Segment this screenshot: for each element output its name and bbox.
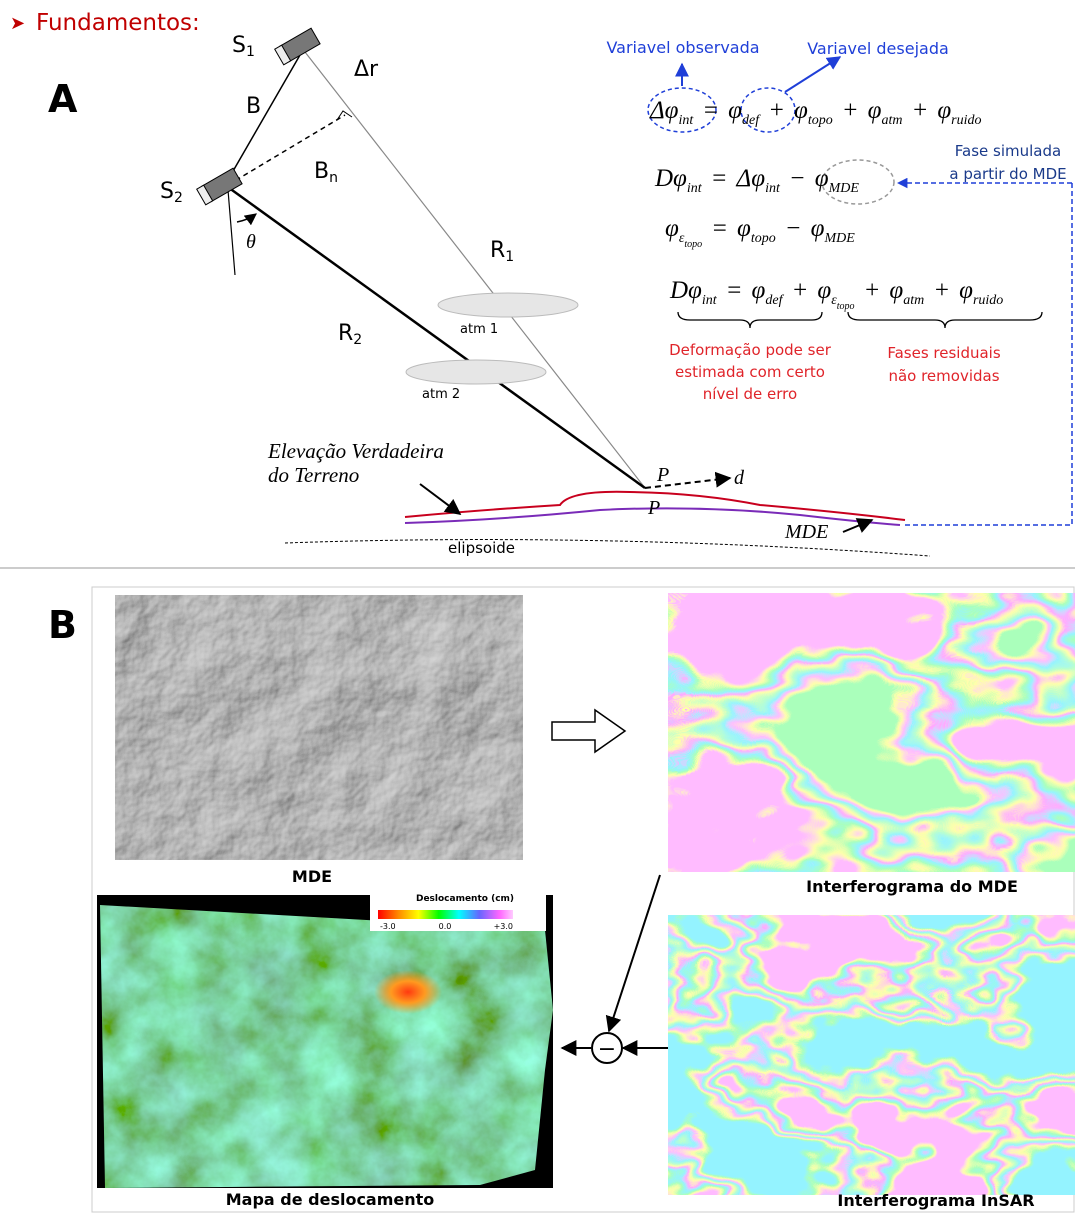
colorbar-label: +3.0 [494,922,513,931]
equation-term: = [702,97,719,124]
caption: Interferograma InSAR [837,1191,1034,1210]
equation-term: + [864,277,881,304]
equation-subscript: def [742,113,761,128]
equation-term: + [911,97,928,124]
equation-term: φ [815,165,829,192]
equation-subscript: atm [881,113,902,128]
observed-label: Variavel observada [606,38,759,57]
residual-note: Fases residuais [887,344,1001,362]
equation-term: + [933,277,950,304]
deformation-note: estimada com certo [675,363,825,381]
equation-subscript: topo [837,301,855,312]
panel-label: B [48,603,77,647]
equation-term: Dφ [654,165,687,192]
equation-term: φ [794,97,808,124]
delta-r: Δr [354,57,379,82]
equations: Δφint=φdef+φtopo+φatm+φruidoDφint=Δφint−… [649,97,1003,312]
colorbar-label: 0.0 [439,922,452,931]
bn: Bn [314,159,338,186]
equation-subscript: int [679,113,695,128]
equation-subscript: int [702,293,718,308]
s2-label: S2 [160,179,183,206]
colorbar-label: -3.0 [380,922,396,931]
equation-subscript: ruido [951,113,981,128]
baseline: B [246,94,261,119]
theta: θ [246,231,256,253]
equation-term: Δφ [736,165,766,192]
simulated-label: Fase simulada [955,142,1061,160]
caption: MDE [292,867,332,886]
page: ➤ Fundamentos: A S1 S2 Δr B Bn θ R1 R2 a… [0,0,1075,1213]
mde-label: MDE [784,521,828,543]
panel-label: A [48,77,78,121]
d-label: d [734,467,745,489]
equation-subscript: int [765,181,781,196]
deformation-note: Deformação pode ser [669,341,832,359]
equation-subscript: MDE [823,231,855,246]
atm-label: atm 2 [422,387,460,402]
equation-term: φ [665,215,679,242]
equation-term: φ [868,97,882,124]
atm-label: atm 1 [460,322,498,337]
displacement-image [97,889,553,1188]
caption: Interferograma do MDE [806,877,1018,896]
simulated-label: a partir do MDE [949,165,1066,183]
residual-note: não removidas [888,367,999,385]
s1-label: S1 [232,33,255,60]
equation-term: = [711,165,728,192]
equation-subscript: int [687,181,703,196]
equation-term: φ [817,277,831,304]
bullet: ➤ [10,13,25,33]
point-label: P [647,497,660,519]
equation-term: = [711,215,728,242]
equation: φεtopo=φtopo−φMDE [665,215,855,250]
equation-term: φ [811,215,825,242]
equation-subscript: topo [684,239,702,250]
desired-label: Variavel desejada [807,39,949,58]
equation-term: φ [728,97,742,124]
equation-subscript: MDE [828,181,860,196]
annotations [648,57,1072,525]
equation-subscript: ruido [973,293,1003,308]
r2: R2 [338,321,362,348]
equation-term: Δφ [649,97,679,124]
ellipsoid-label: elipsoide [448,539,515,557]
elevation-label: Elevação Verdadeira [267,439,444,463]
equation-term: − [789,165,806,192]
flow-arrows [562,875,668,1063]
equation: Dφint=φdef+φεtopo+φatm+φruido [669,277,1003,312]
equation-subscript: topo [808,113,833,128]
equation-term: φ [889,277,903,304]
equation-subscript: def [765,293,784,308]
operator: − [598,1037,616,1062]
r1: R1 [490,238,514,265]
point-label: P [656,464,669,486]
deformation-note: nível de erro [703,385,797,403]
equation-subscript: atm [903,293,924,308]
equation-term: + [768,97,785,124]
equation-term: φ [752,277,766,304]
equation-term: + [792,277,809,304]
equation-term: + [842,97,859,124]
equation-subscript: topo [751,231,776,246]
equation: Δφint=φdef+φtopo+φatm+φruido [649,97,982,128]
interferogram-image [668,593,1075,872]
title: Fundamentos: [36,10,200,36]
colorbar-title: Deslocamento (cm) [416,894,514,904]
interferogram-image [668,915,1075,1195]
equation-term: Dφ [669,277,702,304]
equation-term: = [726,277,743,304]
arrow [552,710,625,752]
elevation-label: do Terreno [268,463,359,487]
equation-term: φ [737,215,751,242]
equation-term: φ [937,97,951,124]
mde-image [115,595,523,860]
equation-term: φ [959,277,973,304]
equation: Dφint=Δφint−φMDE [654,165,859,196]
equation-term: − [785,215,802,242]
caption: Mapa de deslocamento [226,1190,435,1209]
